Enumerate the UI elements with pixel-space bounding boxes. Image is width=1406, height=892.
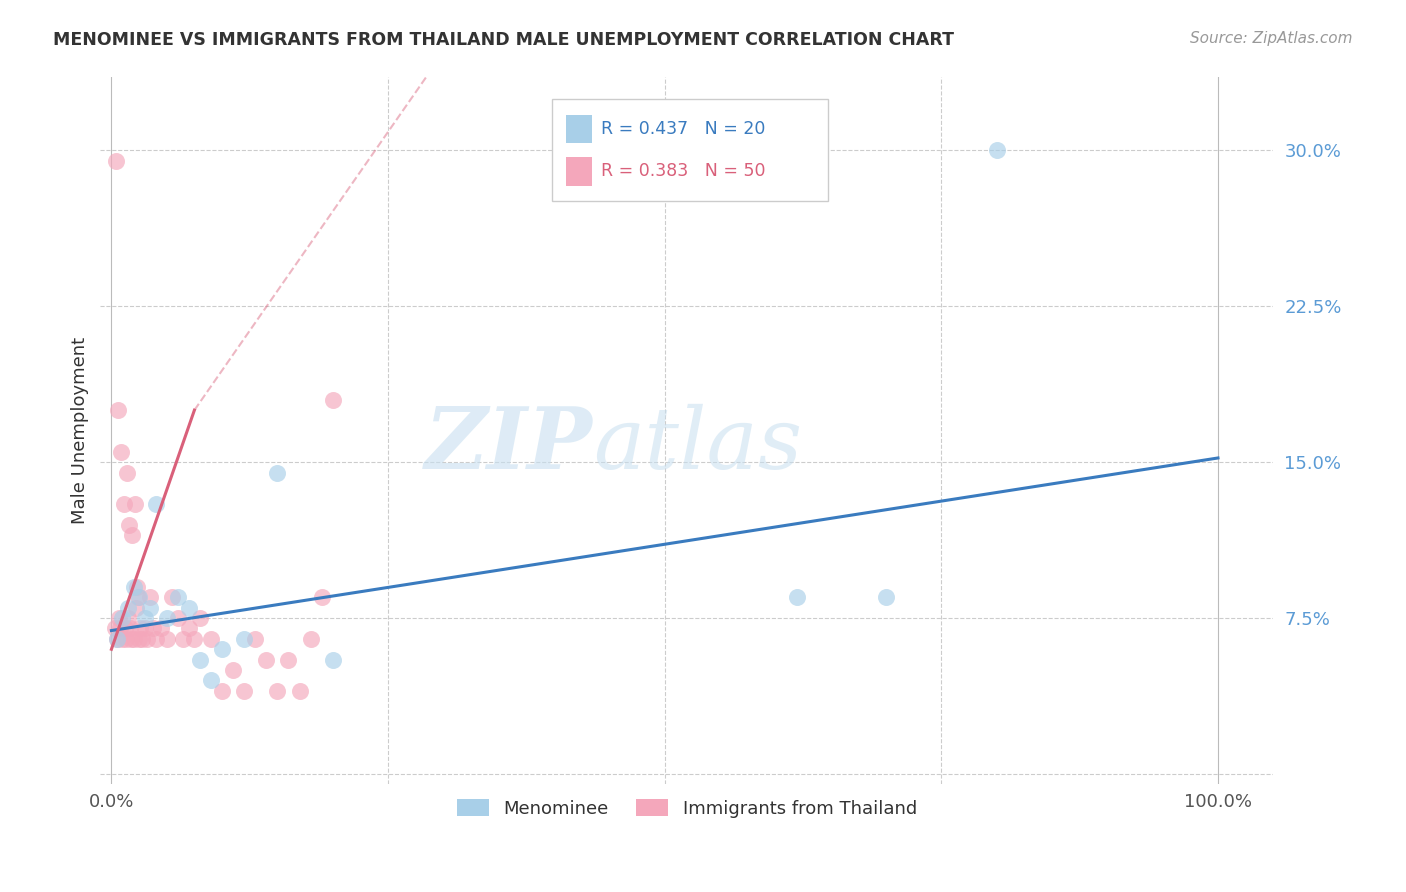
Point <box>108 611 131 625</box>
Point <box>188 653 211 667</box>
Text: R = 0.437   N = 20: R = 0.437 N = 20 <box>602 120 766 138</box>
Point <box>122 580 145 594</box>
Point <box>986 143 1008 157</box>
Point <box>145 632 167 646</box>
Point <box>299 632 322 646</box>
Point <box>177 622 200 636</box>
Point <box>134 611 156 625</box>
Point <box>127 591 149 605</box>
Point <box>118 517 141 532</box>
Text: MENOMINEE VS IMMIGRANTS FROM THAILAND MALE UNEMPLOYMENT CORRELATION CHART: MENOMINEE VS IMMIGRANTS FROM THAILAND MA… <box>53 31 955 49</box>
Point <box>110 444 132 458</box>
Point <box>233 632 256 646</box>
Point <box>172 632 194 646</box>
Point <box>139 591 162 605</box>
Point <box>322 392 344 407</box>
Point <box>200 673 222 688</box>
Point <box>156 632 179 646</box>
Point <box>222 663 245 677</box>
Point <box>117 600 139 615</box>
Point <box>105 632 128 646</box>
Point <box>145 497 167 511</box>
Point <box>107 403 129 417</box>
Text: atlas: atlas <box>593 404 801 486</box>
Point <box>111 611 134 625</box>
Point <box>120 632 142 646</box>
Text: Source: ZipAtlas.com: Source: ZipAtlas.com <box>1189 31 1353 46</box>
Point <box>200 632 222 646</box>
Point <box>139 600 162 615</box>
Point <box>125 580 148 594</box>
Point <box>134 622 156 636</box>
Point <box>166 591 188 605</box>
FancyBboxPatch shape <box>553 99 828 202</box>
Point <box>131 632 153 646</box>
Point <box>162 591 184 605</box>
Point <box>150 622 173 636</box>
Point <box>111 632 134 646</box>
Point <box>110 622 132 636</box>
Point <box>277 653 299 667</box>
FancyBboxPatch shape <box>567 115 592 144</box>
Point <box>188 611 211 625</box>
Point <box>114 622 136 636</box>
Point <box>322 653 344 667</box>
Point <box>156 611 179 625</box>
Point <box>128 591 150 605</box>
FancyBboxPatch shape <box>567 157 592 186</box>
Point <box>211 684 233 698</box>
Point <box>129 622 152 636</box>
Text: ZIP: ZIP <box>425 403 593 487</box>
Point <box>104 153 127 168</box>
Point <box>288 684 311 698</box>
Point <box>122 632 145 646</box>
Point <box>117 611 139 625</box>
Point <box>166 611 188 625</box>
Y-axis label: Male Unemployment: Male Unemployment <box>72 337 89 524</box>
Point <box>254 653 277 667</box>
Point <box>112 497 135 511</box>
Point <box>245 632 267 646</box>
Point <box>125 600 148 615</box>
Point <box>128 632 150 646</box>
Point <box>135 632 157 646</box>
Point <box>177 600 200 615</box>
Point <box>114 632 136 646</box>
Point <box>105 632 128 646</box>
Point <box>233 684 256 698</box>
Point <box>115 466 138 480</box>
Point <box>183 632 205 646</box>
Text: R = 0.383   N = 50: R = 0.383 N = 50 <box>602 162 766 180</box>
Point <box>311 591 333 605</box>
Point <box>104 622 127 636</box>
Point <box>786 591 808 605</box>
Point <box>142 622 165 636</box>
Point <box>211 642 233 657</box>
Point <box>121 528 143 542</box>
Point <box>124 497 146 511</box>
Point <box>266 466 288 480</box>
Legend: Menominee, Immigrants from Thailand: Menominee, Immigrants from Thailand <box>450 792 924 825</box>
Point <box>875 591 897 605</box>
Point <box>120 622 142 636</box>
Point <box>266 684 288 698</box>
